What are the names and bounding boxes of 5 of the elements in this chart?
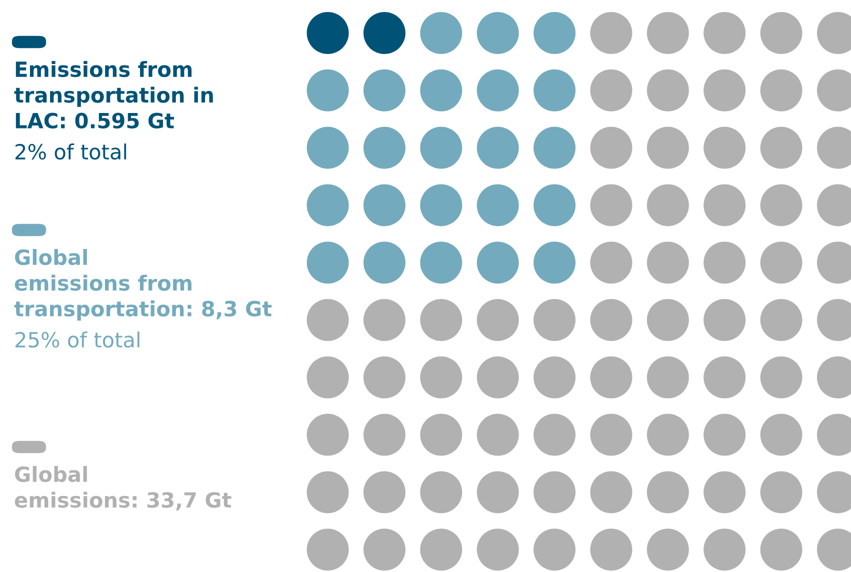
legend-label: Global emissions: 33,7 Gt [14,466,232,510]
data-label: 2% of total [16,144,126,160]
data-label: 25% of total [16,332,140,348]
legend-label: Emissions from transportation in LAC: 0.595 Gt [14,61,213,129]
legend-label: Global emissions from transportation: 8,3 Gt [14,249,272,321]
